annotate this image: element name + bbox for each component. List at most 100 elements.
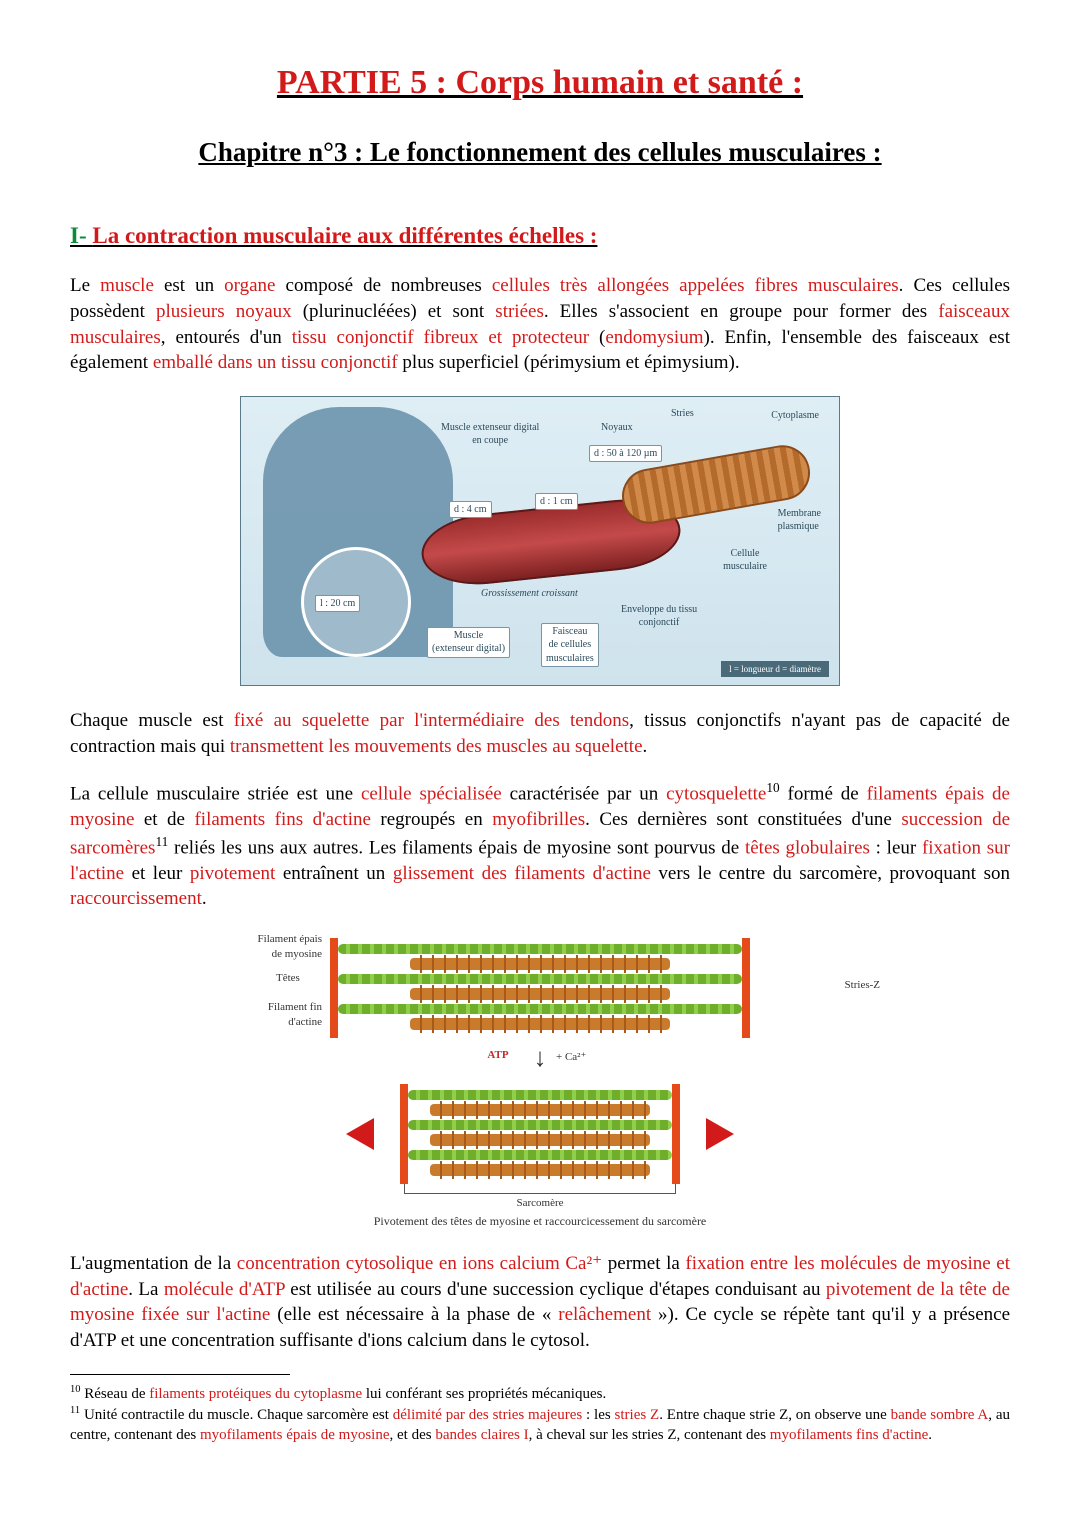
- text: .: [928, 1427, 932, 1443]
- text: Unité contractile du muscle. Chaque sarc…: [80, 1407, 393, 1423]
- myosin-filament: [430, 1134, 650, 1146]
- section-1-number: I-: [70, 223, 92, 248]
- fig2-label: Stries-Z: [845, 978, 880, 993]
- fig2-label: Têtes: [276, 971, 300, 986]
- highlight: filaments fins d'actine: [194, 809, 370, 830]
- text: plus superficiel (périmysium et épimysiu…: [398, 352, 740, 373]
- fig1-dimension: d : 50 à 120 µm: [589, 445, 662, 463]
- text: .: [202, 888, 207, 909]
- highlight: molécule d'ATP: [164, 1279, 285, 1300]
- highlight: muscle: [100, 275, 154, 296]
- footnote-ref-11: 11: [155, 834, 168, 849]
- highlight: cellule spécialisée: [361, 784, 502, 805]
- text: (elle est nécessaire à la phase de «: [270, 1304, 558, 1325]
- highlight: glissement des filaments d'actine: [393, 863, 651, 884]
- fig2-label: Filament fin d'actine: [222, 1000, 322, 1030]
- text: (: [589, 327, 605, 348]
- highlight: transmettent les mouvements des muscles …: [230, 736, 643, 757]
- highlight: myofibrilles: [492, 809, 585, 830]
- fig1-label: Stries: [671, 407, 694, 421]
- text: Réseau de: [81, 1386, 150, 1402]
- figure-2-caption: Pivotement des têtes de myosine et racco…: [210, 1213, 870, 1229]
- highlight: cellules très allongées appelées fibres …: [492, 275, 899, 296]
- footnote-number: 11: [70, 1405, 80, 1416]
- highlight: cytosquelette: [666, 784, 766, 805]
- text: reliés les uns aux autres. Les filaments…: [168, 837, 745, 858]
- text: (plurinucléées) et sont: [292, 301, 496, 322]
- text: est un: [154, 275, 224, 296]
- myosin-filament: [410, 1018, 670, 1030]
- z-line: [400, 1084, 408, 1184]
- text: Chaque muscle est: [70, 710, 234, 731]
- text: regroupés en: [371, 809, 492, 830]
- text: caractérisée par un: [502, 784, 666, 805]
- highlight: myofilaments fins d'actine: [770, 1427, 929, 1443]
- fig1-dimension: l : 20 cm: [315, 595, 360, 613]
- z-line: [330, 938, 338, 1038]
- footnote-number: 10: [70, 1384, 81, 1395]
- actin-filament: [408, 1120, 672, 1130]
- text: et de: [134, 809, 194, 830]
- text: est utilisée au cours d'une succession c…: [285, 1279, 826, 1300]
- myosin-filament: [410, 988, 670, 1000]
- main-title: PARTIE 5 : Corps humain et santé :: [70, 60, 1010, 106]
- arrow-right-icon: [346, 1118, 374, 1150]
- figure-2-frame: Filament épais de myosine Têtes Filament…: [210, 932, 870, 1229]
- text: composé de nombreuses: [275, 275, 491, 296]
- text: .: [643, 736, 648, 757]
- sarcomere-bracket: [404, 1184, 676, 1194]
- myosin-filament: [410, 958, 670, 970]
- text: entraînent un: [275, 863, 392, 884]
- fig1-label: Noyaux: [601, 421, 633, 435]
- paragraph-2: Chaque muscle est fixé au squelette par …: [70, 708, 1010, 759]
- paragraph-3: La cellule musculaire striée est une cel…: [70, 779, 1010, 912]
- fig1-label: Enveloppe du tissu conjonctif: [621, 603, 697, 630]
- actin-filament: [408, 1150, 672, 1160]
- highlight: organe: [224, 275, 275, 296]
- footnote-ref-10: 10: [766, 780, 779, 795]
- z-line: [672, 1084, 680, 1184]
- fig1-label: Membrane plasmique: [778, 507, 821, 534]
- highlight: endomysium: [605, 327, 703, 348]
- highlight: bandes claires I: [435, 1427, 528, 1443]
- sarcomere-relaxed: Filament épais de myosine Têtes Filament…: [260, 938, 820, 1038]
- fig1-legend: l = longueur d = diamètre: [721, 661, 829, 677]
- text: formé de: [780, 784, 867, 805]
- highlight: striées: [495, 301, 544, 322]
- actin-filament: [408, 1090, 672, 1100]
- paragraph-1: Le muscle est un organe composé de nombr…: [70, 273, 1010, 376]
- highlight: plusieurs noyaux: [156, 301, 292, 322]
- highlight: bande sombre A: [891, 1407, 989, 1423]
- figure-1-muscle-anatomy: Muscle extenseur digital en coupe Noyaux…: [70, 396, 1010, 686]
- fig2-sarcomere-label: Sarcomère: [210, 1196, 870, 1211]
- text: . Entre chaque strie Z, on observe une: [659, 1407, 890, 1423]
- fig1-label: Cellule musculaire: [723, 547, 767, 574]
- myosin-filament: [430, 1164, 650, 1176]
- highlight: délimité par des stries majeures: [393, 1407, 582, 1423]
- paragraph-4: L'augmentation de la concentration cytos…: [70, 1251, 1010, 1354]
- highlight: tissu conjonctif fibreux et protecteur: [292, 327, 589, 348]
- text: permet la: [602, 1253, 685, 1274]
- highlight: filaments protéiques du cytoplasme: [149, 1386, 362, 1402]
- footnote-11: 11 Unité contractile du muscle. Chaque s…: [70, 1404, 1010, 1445]
- text: : les: [582, 1407, 614, 1423]
- figure-2-sarcomere: Filament épais de myosine Têtes Filament…: [70, 932, 1010, 1229]
- text: , et des: [390, 1427, 436, 1443]
- text: . La: [128, 1279, 164, 1300]
- text: : leur: [870, 837, 922, 858]
- text: lui conférant ses propriétés mécaniques.: [362, 1386, 606, 1402]
- fig1-dimension: d : 1 cm: [535, 493, 578, 511]
- main-title-text: PARTIE 5 : Corps humain et santé :: [277, 64, 803, 101]
- fig1-label: Muscle (extenseur digital): [427, 627, 510, 658]
- highlight: têtes globulaires: [745, 837, 870, 858]
- footnote-10: 10 Réseau de filaments protéiques du cyt…: [70, 1383, 1010, 1405]
- arrow-down-icon: ↓: [534, 1040, 547, 1075]
- fig1-dimension: d : 4 cm: [449, 501, 492, 519]
- highlight: raccourcissement: [70, 888, 202, 909]
- highlight: fixé au squelette par l'intermédiaire de…: [234, 710, 629, 731]
- text: La cellule musculaire striée est une: [70, 784, 361, 805]
- ca-label: + Ca²⁺: [556, 1050, 586, 1065]
- fig2-label: Filament épais de myosine: [202, 932, 322, 962]
- text: . Elles s'associent en groupe pour forme…: [544, 301, 938, 322]
- text: et leur: [124, 863, 190, 884]
